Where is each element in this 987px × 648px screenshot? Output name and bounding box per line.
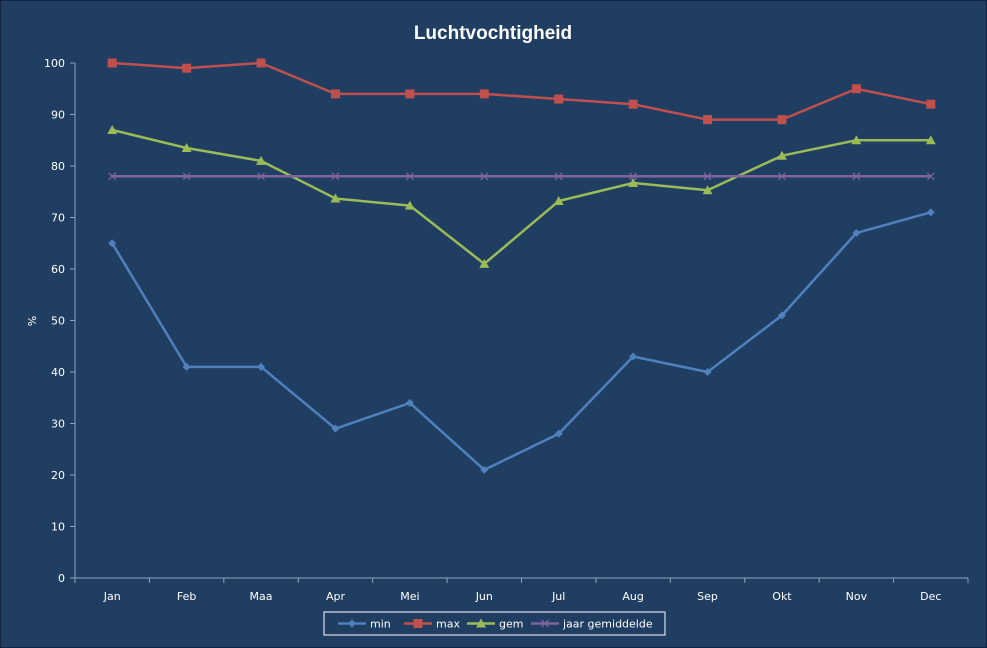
series-jaar-gemiddelde bbox=[108, 172, 935, 181]
data-point-max bbox=[256, 58, 266, 68]
y-tick-label: 0 bbox=[58, 572, 65, 585]
data-point-gem bbox=[628, 177, 639, 187]
data-point-jaar-gemiddelde bbox=[182, 172, 191, 181]
data-point-gem bbox=[256, 155, 267, 165]
data-point-min bbox=[480, 465, 489, 474]
y-tick-label: 100 bbox=[44, 57, 65, 70]
legend-label-jaar-gemiddelde: jaar gemiddelde bbox=[562, 618, 653, 631]
x-tick-label: Apr bbox=[326, 590, 346, 603]
data-point-max bbox=[330, 89, 340, 99]
data-point-gem bbox=[181, 142, 192, 152]
series-group bbox=[107, 58, 936, 474]
y-tick-label: 80 bbox=[51, 160, 65, 173]
data-point-gem bbox=[404, 200, 415, 210]
data-point-jaar-gemiddelde bbox=[257, 172, 266, 181]
data-point-min bbox=[257, 362, 266, 371]
x-tick-label: Jan bbox=[103, 590, 121, 603]
data-point-jaar-gemiddelde bbox=[108, 172, 117, 181]
legend-marker-max bbox=[413, 619, 423, 628]
legend-marker-min bbox=[348, 619, 356, 628]
data-point-jaar-gemiddelde bbox=[777, 172, 786, 181]
data-point-jaar-gemiddelde bbox=[852, 172, 861, 181]
y-tick-label: 70 bbox=[51, 212, 65, 225]
series-line-gem bbox=[111, 128, 931, 266]
data-point-max bbox=[777, 115, 787, 125]
data-point-min bbox=[405, 398, 414, 407]
x-tick-label: Sep bbox=[697, 590, 718, 603]
legend-label-max: max bbox=[436, 618, 460, 631]
data-point-jaar-gemiddelde bbox=[554, 172, 563, 181]
series-max bbox=[107, 58, 936, 125]
x-tick-label: Maa bbox=[250, 590, 273, 603]
data-point-gem bbox=[479, 258, 490, 268]
data-point-min bbox=[629, 352, 638, 361]
data-point-jaar-gemiddelde bbox=[629, 172, 638, 181]
series-line-min bbox=[111, 211, 932, 472]
x-tick-label: Okt bbox=[772, 590, 792, 603]
y-tick-label: 60 bbox=[51, 263, 65, 276]
data-point-jaar-gemiddelde bbox=[480, 172, 489, 181]
data-point-gem bbox=[702, 185, 713, 195]
y-tick-label: 40 bbox=[51, 366, 65, 379]
data-point-gem bbox=[851, 135, 862, 145]
data-point-max bbox=[703, 115, 713, 125]
x-tick-label: Jul bbox=[551, 590, 565, 603]
y-axis-label: % bbox=[26, 316, 39, 326]
legend-label-gem: gem bbox=[499, 618, 523, 631]
x-tick-label: Feb bbox=[177, 590, 196, 603]
data-point-jaar-gemiddelde bbox=[405, 172, 414, 181]
data-point-min bbox=[852, 228, 861, 237]
data-point-max bbox=[926, 99, 936, 109]
data-point-min bbox=[331, 424, 340, 433]
x-tick-label: Nov bbox=[846, 590, 868, 603]
data-point-gem bbox=[925, 135, 936, 145]
y-tick-label: 10 bbox=[51, 521, 65, 534]
series-gem bbox=[107, 124, 936, 268]
data-point-jaar-gemiddelde bbox=[331, 172, 340, 181]
data-point-max bbox=[628, 99, 638, 109]
data-point-max bbox=[107, 58, 117, 68]
y-tick-label: 30 bbox=[51, 418, 65, 431]
legend-label-min: min bbox=[370, 618, 391, 631]
data-point-max bbox=[851, 84, 861, 94]
data-point-min bbox=[777, 311, 786, 320]
data-point-max bbox=[182, 63, 192, 73]
legend-marker-jaar-gemiddelde bbox=[541, 619, 549, 628]
axes: 0 10 20 30 40 50 60 70 80 90 100 Jan Feb Maa Apr Mei Jun… bbox=[44, 57, 969, 603]
chart-title: Luchtvochtigheid bbox=[414, 23, 572, 44]
data-point-gem bbox=[553, 196, 564, 206]
data-point-gem bbox=[107, 124, 118, 134]
legend-marker-gem bbox=[476, 618, 486, 628]
series-line-max bbox=[112, 61, 932, 121]
data-point-min bbox=[554, 429, 563, 438]
data-point-max bbox=[479, 89, 489, 99]
data-point-jaar-gemiddelde bbox=[926, 172, 935, 181]
data-point-jaar-gemiddelde bbox=[703, 172, 712, 181]
data-point-max bbox=[405, 89, 415, 99]
series-min bbox=[108, 208, 935, 474]
data-point-gem bbox=[776, 150, 787, 160]
data-point-gem bbox=[330, 193, 341, 203]
x-tick-label: Dec bbox=[920, 590, 941, 603]
data-point-min bbox=[926, 208, 935, 217]
y-tick-label: 20 bbox=[51, 469, 65, 482]
data-point-min bbox=[182, 362, 191, 371]
x-tick-label: Mei bbox=[400, 590, 419, 603]
y-tick-label: 50 bbox=[51, 315, 65, 328]
x-tick-label: Jun bbox=[475, 590, 493, 603]
data-point-max bbox=[554, 94, 564, 104]
y-tick-label: 90 bbox=[51, 109, 65, 122]
data-point-min bbox=[108, 239, 117, 248]
legend: min max gem jaar gemiddelde bbox=[323, 611, 666, 636]
x-tick-label: Aug bbox=[622, 590, 643, 603]
data-point-min bbox=[703, 368, 712, 376]
